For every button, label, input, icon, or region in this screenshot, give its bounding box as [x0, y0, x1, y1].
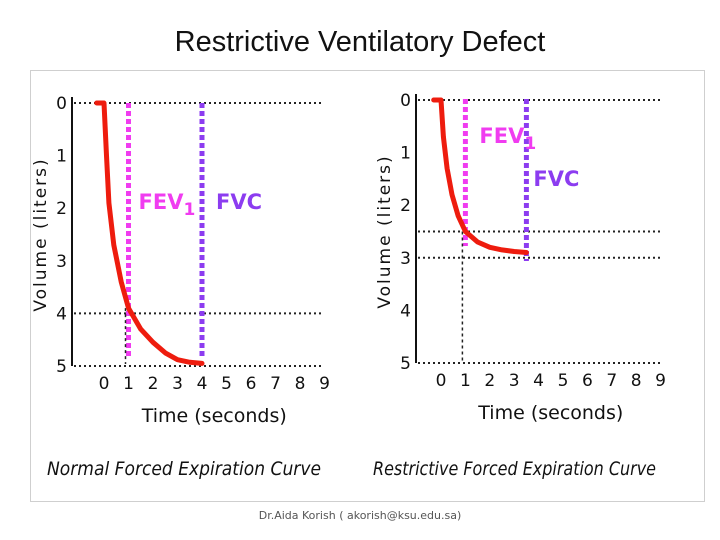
- x-tick-label: 5: [221, 374, 232, 394]
- y-tick-label: 5: [400, 354, 411, 374]
- x-tick-label: 2: [148, 374, 159, 394]
- x-tick-label: 7: [270, 374, 281, 394]
- fev1-subscript: 1: [524, 134, 536, 154]
- expiration-curve: [94, 100, 205, 366]
- y-tick-label: 1: [56, 147, 67, 167]
- x-tick-label: 3: [509, 371, 520, 391]
- y-axis-label: Volume (liters): [375, 154, 395, 308]
- figure-frame: 0 1 2 3 4 5 0 1 2 3 4 5 6 7 8 9 Time (seconds) Volume (li…: [30, 70, 705, 502]
- y-tick-label: 3: [400, 249, 411, 269]
- x-tick-label: 9: [319, 374, 330, 394]
- x-tick-label: 0: [99, 374, 110, 394]
- y-tick-label: 3: [56, 252, 67, 272]
- slide-title: Restrictive Ventilatory Defect: [174, 26, 546, 58]
- x-tick-label: 0: [436, 371, 447, 391]
- y-axis-label: Volume (liters): [31, 157, 51, 311]
- x-tick-label: 4: [533, 371, 544, 391]
- x-tick-label: 5: [558, 371, 569, 391]
- y-tick-label: 0: [400, 91, 411, 111]
- y-tick-label: 2: [400, 196, 411, 216]
- x-tick-label: 4: [197, 374, 208, 394]
- y-tick-label: 1: [400, 144, 411, 164]
- x-tick-label: 8: [631, 371, 642, 391]
- fev1-marker-label: FEV1: [479, 124, 536, 154]
- chart-title: Normal Forced Expiration Curve: [47, 458, 321, 480]
- x-tick-label: 7: [606, 371, 617, 391]
- x-tick-label: 6: [246, 374, 257, 394]
- x-tick-label: 1: [460, 371, 471, 391]
- y-tick-label: 0: [56, 94, 67, 114]
- x-tick-label: 6: [582, 371, 593, 391]
- x-axis-label: Time (seconds): [477, 402, 623, 424]
- x-tick-label: 8: [295, 374, 306, 394]
- y-tick-label: 2: [56, 199, 67, 219]
- y-tick-label: 4: [400, 301, 411, 321]
- y-tick-label: 5: [56, 357, 67, 377]
- x-axis-label: Time (seconds): [141, 405, 287, 427]
- fvc-marker-label: FVC: [533, 167, 579, 191]
- chart-title: Restrictive Forced Expiration Curve: [373, 458, 656, 480]
- fvc-marker-label: FVC: [216, 190, 262, 214]
- x-tick-label: 2: [484, 371, 495, 391]
- footer-credit: Dr.Aida Korish ( akorish@ksu.edu.sa): [258, 509, 462, 522]
- fev1-subscript: 1: [183, 200, 195, 220]
- y-tick-label: 4: [56, 304, 67, 324]
- expiration-curve: [431, 97, 529, 255]
- x-tick-label: 3: [172, 374, 183, 394]
- x-tick-label: 9: [655, 371, 666, 391]
- x-tick-label: 1: [123, 374, 134, 394]
- fev1-marker-label: FEV1: [139, 190, 196, 220]
